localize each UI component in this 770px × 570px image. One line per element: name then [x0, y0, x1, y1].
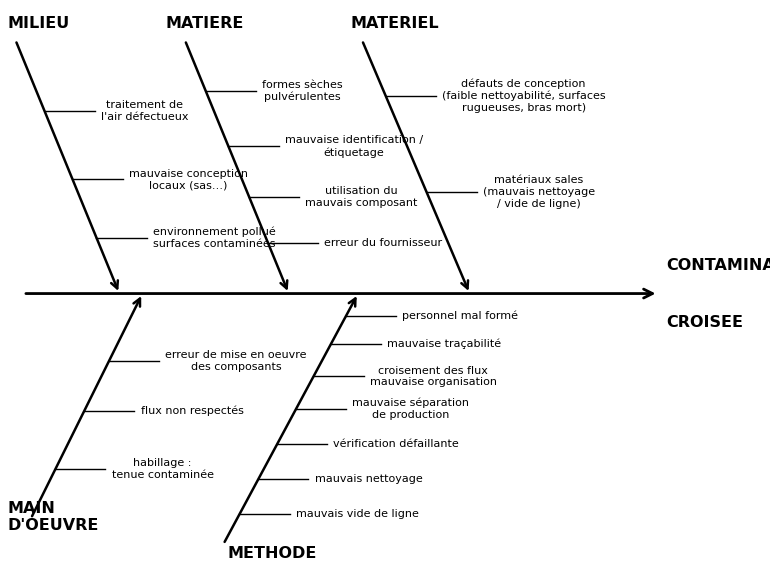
Text: MAIN
D'OEUVRE: MAIN D'OEUVRE [8, 500, 99, 533]
Text: utilisation du
mauvais composant: utilisation du mauvais composant [306, 186, 418, 208]
Text: mauvaise traçabilité: mauvaise traçabilité [387, 339, 501, 349]
Text: mauvais nettoyage: mauvais nettoyage [315, 474, 422, 484]
Text: METHODE: METHODE [227, 547, 316, 561]
Text: mauvaise identification /
étiquetage: mauvaise identification / étiquetage [285, 135, 423, 157]
Text: vérification défaillante: vérification défaillante [333, 439, 459, 449]
Text: mauvais vide de ligne: mauvais vide de ligne [296, 509, 419, 519]
Text: flux non respectés: flux non respectés [141, 405, 243, 416]
Text: MILIEU: MILIEU [8, 17, 70, 31]
Text: croisement des flux
mauvaise organisation: croisement des flux mauvaise organisatio… [370, 365, 497, 387]
Text: traitement de
l'air défectueux: traitement de l'air défectueux [101, 100, 188, 122]
Text: mauvaise séparation
de production: mauvaise séparation de production [353, 398, 469, 420]
Text: MATIERE: MATIERE [166, 17, 244, 31]
Text: CROISEE: CROISEE [666, 315, 743, 329]
Text: matériaux sales
(mauvais nettoyage
/ vide de ligne): matériaux sales (mauvais nettoyage / vid… [483, 176, 595, 209]
Text: formes sèches
pulvérulentes: formes sèches pulvérulentes [262, 80, 343, 101]
Text: CONTAMINATION: CONTAMINATION [666, 258, 770, 272]
Text: environnement pollué
surfaces contaminées: environnement pollué surfaces contaminée… [152, 227, 276, 249]
Text: personnel mal formé: personnel mal formé [402, 311, 518, 321]
Text: erreur du fournisseur: erreur du fournisseur [324, 238, 442, 248]
Text: habillage :
tenue contaminée: habillage : tenue contaminée [112, 458, 213, 480]
Text: MATERIEL: MATERIEL [350, 17, 439, 31]
Text: erreur de mise en oeuvre
des composants: erreur de mise en oeuvre des composants [165, 351, 306, 372]
Text: mauvaise conception
locaux (sas…): mauvaise conception locaux (sas…) [129, 169, 248, 190]
Text: défauts de conception
(faible nettoyabilité, surfaces
rugueuses, bras mort): défauts de conception (faible nettoyabil… [442, 79, 605, 113]
